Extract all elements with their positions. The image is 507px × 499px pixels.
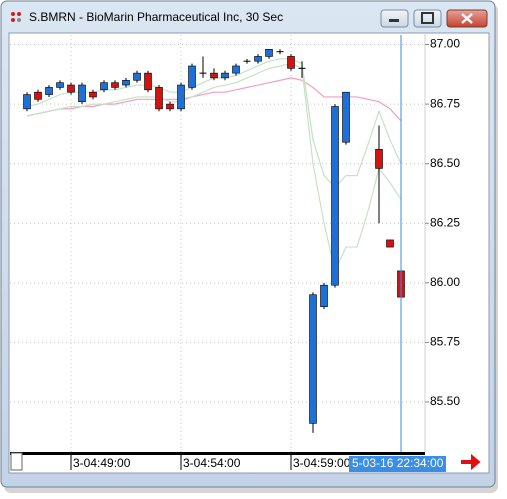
plot-area	[10, 35, 429, 452]
x-axis-bar	[10, 452, 425, 455]
candle-body	[133, 72, 141, 81]
candle-body	[254, 56, 262, 62]
candle-body	[331, 106, 339, 286]
candle-body	[375, 149, 383, 169]
y-tick-label: 86.75	[430, 96, 460, 110]
cursor-label: 5-03-16 22:34:00	[352, 456, 444, 470]
y-tick-label: 86.50	[430, 156, 460, 170]
x-tick-label: 3-04:59:00	[293, 456, 351, 470]
candle-body	[386, 239, 394, 248]
candle-body	[177, 84, 185, 110]
candle-body	[23, 94, 31, 110]
close-button[interactable]	[446, 9, 488, 28]
candle-body	[34, 91, 42, 100]
app-icon	[11, 12, 21, 22]
candle-body	[265, 48, 273, 57]
y-tick-label: 86.25	[430, 215, 460, 229]
candle-body	[56, 82, 64, 88]
y-tick-label: 87.00	[430, 37, 460, 51]
candle-body	[166, 103, 174, 110]
candle-body	[287, 56, 295, 69]
minimize-button[interactable]	[380, 9, 409, 28]
scroll-box[interactable]	[10, 452, 23, 471]
candle-body	[89, 91, 97, 98]
candle-body	[320, 284, 328, 307]
candle-body	[342, 91, 350, 143]
x-tick-label: 3-04:49:00	[73, 456, 131, 470]
candle-body	[188, 65, 196, 88]
candle-body	[78, 84, 86, 103]
candle-body	[45, 87, 53, 95]
candle-body	[155, 87, 163, 110]
x-tick-label: 3-04:54:00	[183, 456, 241, 470]
y-tick-label: 86.00	[430, 275, 460, 289]
candle-body	[100, 82, 108, 91]
candle-body	[111, 82, 119, 88]
indicator-line	[26, 77, 402, 122]
candle-body	[144, 72, 152, 91]
scroll-right-arrow[interactable]	[461, 453, 481, 471]
window-title: S.BMRN - BioMarin Pharmaceutical Inc, 30…	[29, 10, 283, 24]
maximize-button[interactable]	[413, 9, 442, 28]
candle-body	[221, 72, 229, 79]
cursor-label-box	[349, 456, 446, 472]
candle-body	[122, 79, 130, 86]
candle-body	[210, 72, 218, 79]
candle-body	[309, 294, 317, 424]
candle-body	[232, 65, 240, 74]
candle-body	[67, 84, 75, 93]
y-tick-label: 85.50	[430, 394, 460, 408]
y-tick-label: 85.75	[430, 335, 460, 349]
